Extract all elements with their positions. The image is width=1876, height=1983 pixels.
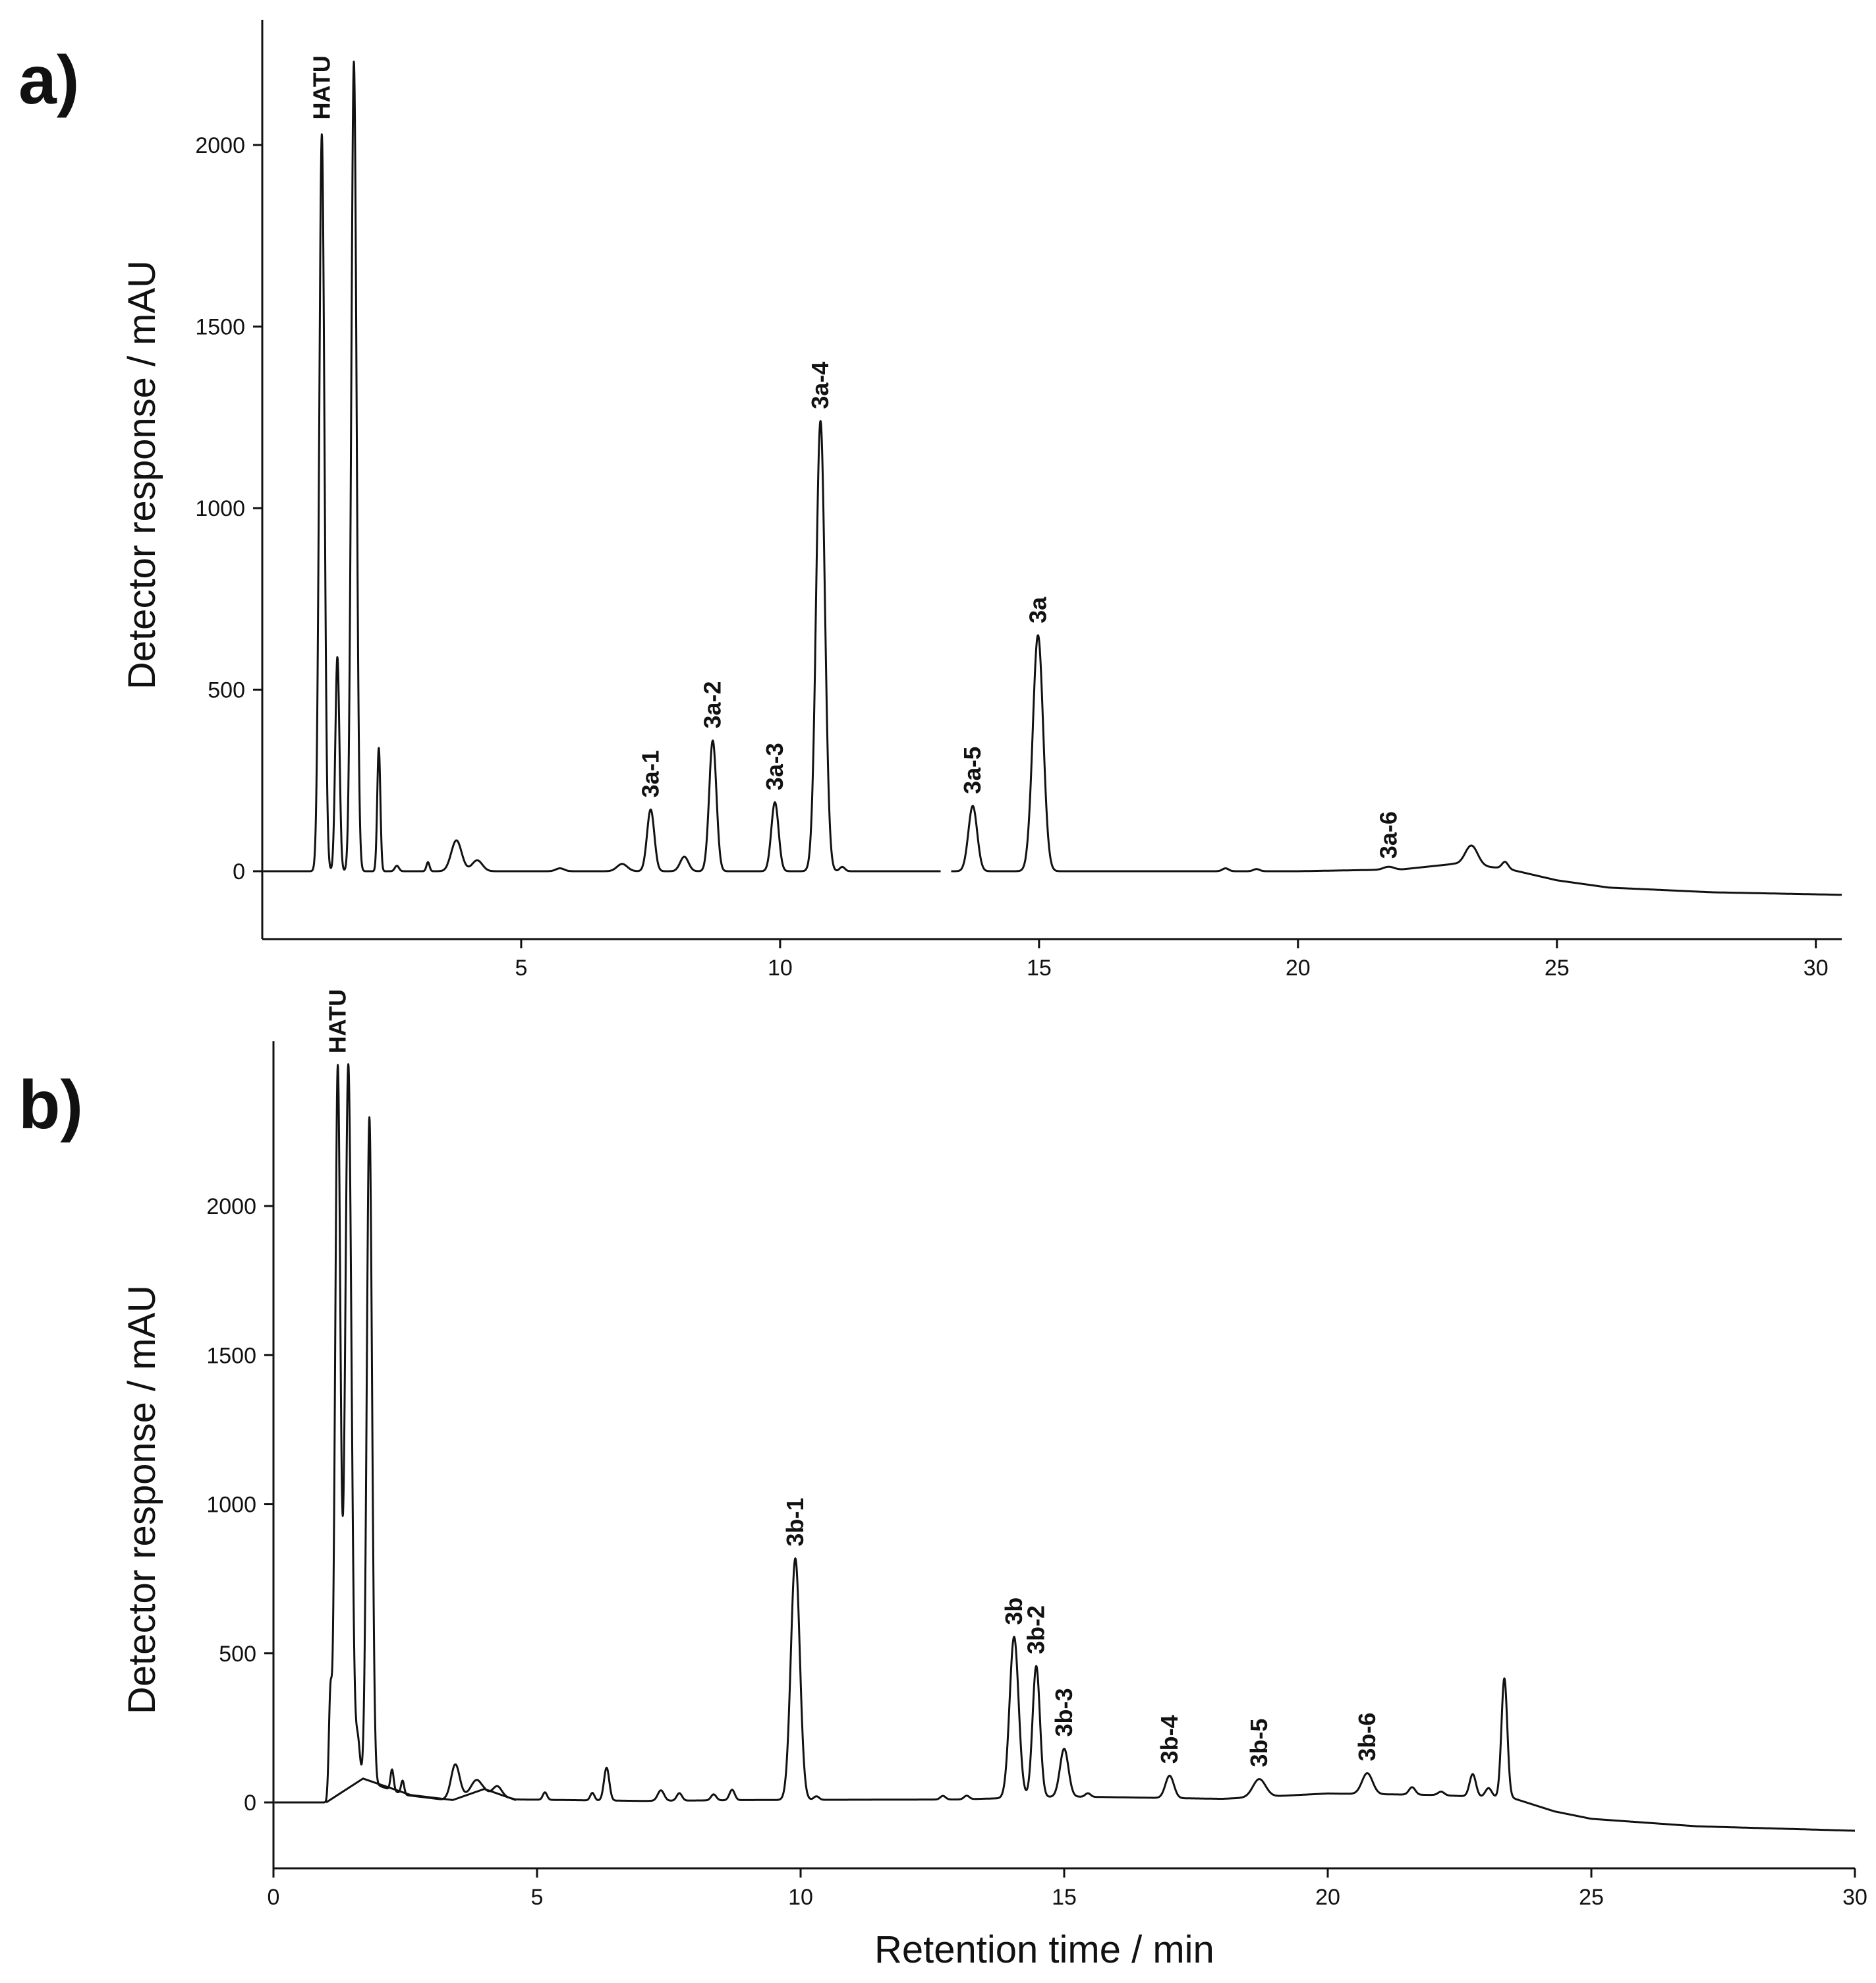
peak-label: 3b: [1000, 1597, 1027, 1625]
y-tick-label: 2000: [195, 133, 245, 158]
panel-a-label: a): [18, 42, 80, 119]
chromatogram-trace: [262, 61, 1843, 896]
peak-label: HATU: [324, 989, 351, 1053]
peak-label: 3b-5: [1245, 1719, 1272, 1767]
x-tick-label: 5: [531, 1885, 544, 1910]
peak-label: 3b-1: [782, 1498, 809, 1547]
peak-label: 3b-4: [1156, 1715, 1183, 1764]
y-tick-label: 1000: [206, 1493, 256, 1518]
panel-b-label: b): [18, 1067, 84, 1143]
x-tick-label: 25: [1579, 1885, 1604, 1910]
chromatogram-trace: [273, 1063, 1856, 1832]
y-tick-label: 500: [208, 678, 245, 703]
x-tick-label: 30: [1842, 1885, 1867, 1910]
x-tick-label: 25: [1545, 956, 1570, 981]
baseline-envelope: [326, 1777, 517, 1804]
x-tick-label: 20: [1286, 956, 1311, 981]
y-tick-label: 1500: [206, 1343, 256, 1368]
x-tick-label: 30: [1804, 956, 1829, 981]
y-tick-label: 1500: [195, 315, 245, 340]
peak-label: 3b-3: [1050, 1688, 1077, 1737]
peak-label: 3a-3: [761, 743, 788, 790]
x-tick-label: 15: [1052, 1885, 1077, 1910]
peak-label: 3a-1: [637, 750, 664, 797]
x-tick-label: 10: [788, 1885, 813, 1910]
peak-label: 3a-4: [807, 362, 834, 409]
y-tick-label: 500: [219, 1642, 256, 1667]
panel-a: 0 500 1000 1500 2000 5 10 15 20 25 30 HATU 3a-1 3a-2 3…: [195, 20, 1843, 981]
x-tick-label: 5: [515, 956, 527, 981]
x-tick-label: 15: [1027, 956, 1052, 981]
y-tick-label: 0: [244, 1791, 256, 1816]
peak-label: 3b-2: [1023, 1605, 1050, 1654]
peak-label: 3a-6: [1375, 811, 1402, 859]
y-tick-label: 0: [233, 859, 245, 884]
x-tick-label: 20: [1315, 1885, 1340, 1910]
peak-label: HATU: [308, 55, 335, 119]
x-tick-label: 10: [768, 956, 793, 981]
peak-label: 3a-2: [699, 681, 726, 729]
x-axis-label: Retention time / min: [874, 1928, 1214, 1971]
peak-label: 3a: [1024, 596, 1051, 623]
y-tick-label: 2000: [206, 1194, 256, 1219]
x-tick-label: 0: [268, 1885, 280, 1910]
peak-label: 3b-6: [1353, 1713, 1380, 1762]
peak-label: 3a-5: [959, 747, 986, 794]
y-tick-label: 1000: [195, 496, 245, 521]
